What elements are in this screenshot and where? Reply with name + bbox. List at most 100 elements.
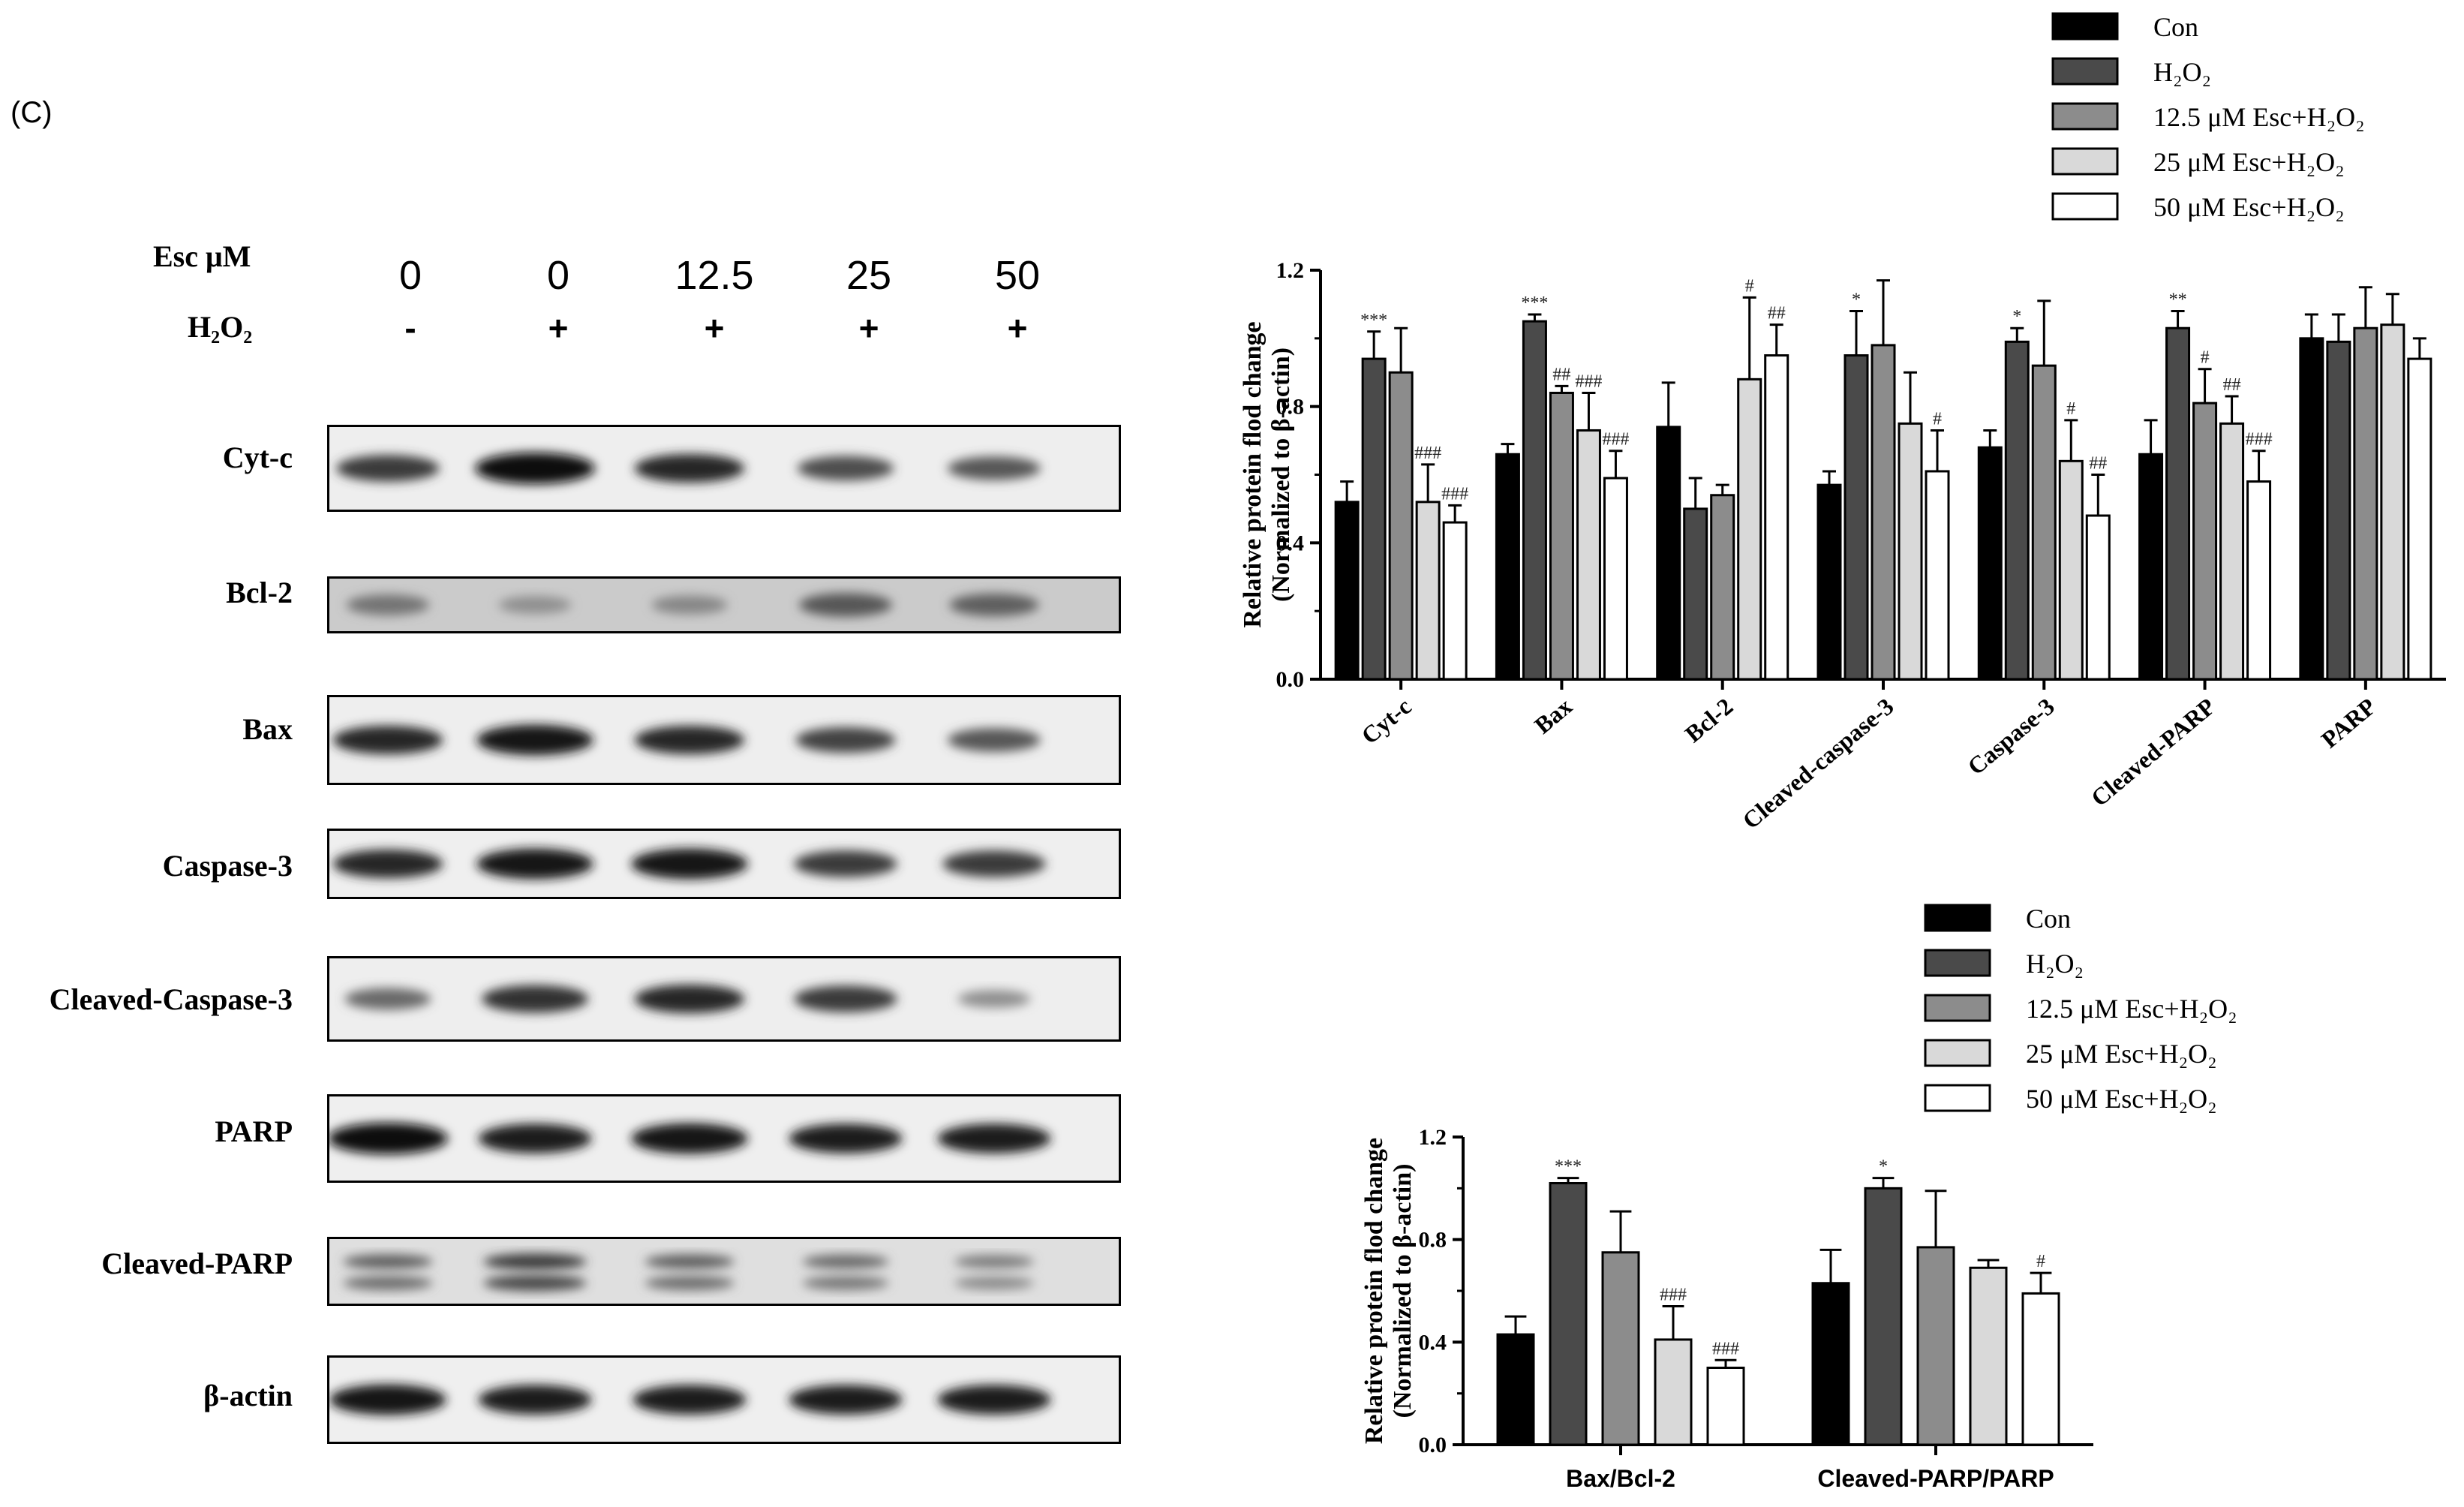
blot-label-cleaved-parp: Cleaved-PARP xyxy=(101,1247,293,1280)
bar xyxy=(2380,323,2405,681)
protein-band xyxy=(954,1255,1034,1269)
significance-label: # xyxy=(1933,409,1942,429)
bar xyxy=(1871,344,1896,681)
blot-label-cleaved-caspase-3: Cleaved-Caspase-3 xyxy=(49,982,293,1016)
bar xyxy=(1864,1187,1903,1446)
bar xyxy=(1811,1282,1850,1446)
y-tick-label: 0.8 xyxy=(1276,395,1305,420)
legend-swatch xyxy=(2051,147,2119,176)
x-category-label: Bax xyxy=(1529,693,1577,739)
lane-5-h2o2-sign: + xyxy=(1007,308,1028,347)
significance-label: ## xyxy=(1768,304,1786,323)
blot-image xyxy=(329,1358,1119,1442)
protein-band xyxy=(634,453,745,483)
significance-label: * xyxy=(1852,290,1861,310)
protein-band xyxy=(482,985,588,1013)
protein-band xyxy=(949,593,1039,617)
protein-band xyxy=(948,728,1041,752)
legend-swatch xyxy=(1924,994,1991,1022)
bar-chart-ratios: 0.0 0.4 0.8 1.2 Relative protein flod change… xyxy=(1360,1125,2093,1492)
significance-label: ## xyxy=(2223,375,2241,395)
protein-band xyxy=(631,1123,748,1154)
protein-band xyxy=(937,1123,1051,1154)
x-category-label: Cleaved-PARP/PARP xyxy=(1817,1465,2054,1492)
bar xyxy=(1549,1182,1588,1446)
bar xyxy=(1843,354,1869,681)
bar xyxy=(2021,1292,2060,1446)
protein-band xyxy=(336,455,440,482)
lane-2-esc-value: 0 xyxy=(546,253,570,298)
bar xyxy=(1656,426,1681,681)
significance-label: # xyxy=(2201,348,2210,368)
significance-label: ### xyxy=(1575,372,1602,392)
significance-label: ### xyxy=(1712,1339,1739,1358)
y-tick-label: 0.4 xyxy=(1419,1330,1447,1355)
significance-label: ### xyxy=(2246,430,2273,450)
bar xyxy=(2219,422,2245,681)
bar xyxy=(2353,326,2378,681)
bar xyxy=(1737,378,1762,681)
blot-label-caspase-3: Caspase-3 xyxy=(162,849,293,883)
h2o2-label: H₂O₂ xyxy=(188,310,253,344)
protein-band xyxy=(795,726,896,754)
blot-parp xyxy=(327,1094,1121,1183)
protein-band xyxy=(645,1275,735,1291)
x-category-label: Bax/Bcl-2 xyxy=(1566,1465,1675,1492)
bar xyxy=(1683,507,1708,681)
significance-label: *** xyxy=(1360,311,1387,330)
legend-label: Con xyxy=(2026,904,2071,934)
bar xyxy=(1925,470,1950,681)
significance-label: ** xyxy=(2169,290,2187,310)
blot-beta-actin xyxy=(327,1355,1121,1444)
y-axis-label: Relative protein flod change xyxy=(1239,321,1267,627)
significance-label: * xyxy=(2012,307,2021,326)
lane-3-esc-value: 12.5 xyxy=(675,253,754,298)
bar xyxy=(2299,337,2324,681)
bar xyxy=(1495,453,1520,681)
significance-label: ### xyxy=(1441,484,1468,504)
legend-swatch xyxy=(1924,949,1991,977)
bar xyxy=(1898,422,1923,681)
protein-band xyxy=(942,850,1046,877)
bar xyxy=(1816,483,1842,681)
bar xyxy=(2246,480,2272,681)
protein-band xyxy=(483,1253,587,1270)
legend-swatch xyxy=(2051,192,2119,221)
lane-4-h2o2-sign: + xyxy=(858,308,879,347)
significance-label: ## xyxy=(2089,454,2107,474)
blot-label-cyt-c: Cyt-c xyxy=(222,441,293,474)
bar xyxy=(1442,521,1468,681)
legend-label: 25 μM Esc+H₂O₂ xyxy=(2153,147,2345,177)
y-tick-label: 0.4 xyxy=(1276,531,1305,555)
legend-label: H₂O₂ xyxy=(2026,949,2084,979)
significance-label: ## xyxy=(1552,365,1570,384)
blot-label-bcl-2: Bcl-2 xyxy=(226,576,293,609)
protein-band xyxy=(475,453,595,484)
legend-swatch xyxy=(1924,904,1991,932)
legend-label: 12.5 μM Esc+H₂O₂ xyxy=(2153,102,2365,132)
significance-label: ### xyxy=(1660,1286,1687,1305)
protein-band xyxy=(651,595,728,615)
legend-swatch xyxy=(2051,12,2119,41)
panel-label: (C) xyxy=(11,96,53,129)
blot-bax xyxy=(327,695,1121,785)
y-axis-label-2: (Normalized to β-actin) xyxy=(1267,347,1295,602)
y-tick-label: 0.0 xyxy=(1419,1433,1447,1457)
legend-label: 12.5 μM Esc+H₂O₂ xyxy=(2026,994,2237,1024)
bar xyxy=(1496,1333,1535,1446)
protein-band xyxy=(344,988,431,1010)
protein-band xyxy=(948,456,1041,480)
protein-band xyxy=(329,1384,446,1415)
bar xyxy=(2138,453,2164,681)
protein-band xyxy=(634,984,745,1014)
blot-bcl-2 xyxy=(327,576,1121,633)
protein-band xyxy=(954,1276,1034,1290)
protein-band xyxy=(802,1254,889,1269)
protein-band xyxy=(346,594,430,615)
bar xyxy=(1415,501,1441,681)
blot-cleaved-caspase-3 xyxy=(327,956,1121,1042)
protein-band xyxy=(799,593,892,617)
blot-cyt-c xyxy=(327,425,1121,512)
legend-1: Con H₂O₂ 12.5 μM Esc+H₂O₂ 25 μM Esc+H₂O₂ 50 … xyxy=(2051,12,2365,222)
